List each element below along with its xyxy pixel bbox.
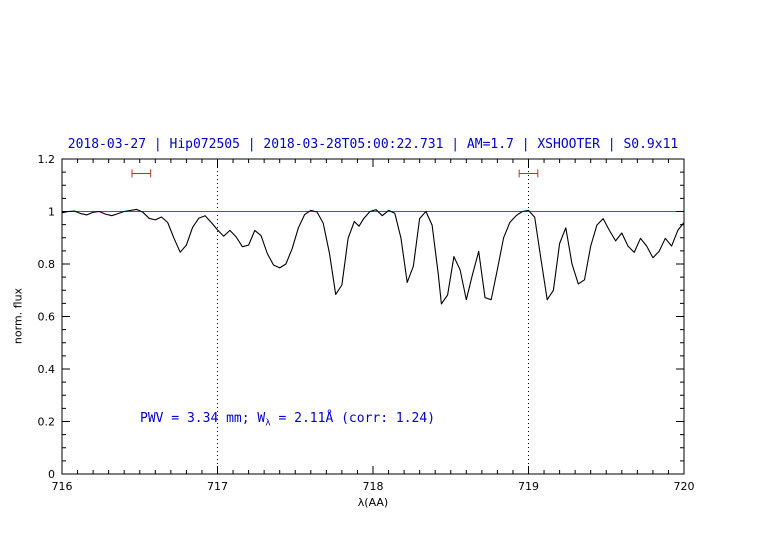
y-tick-label: 0.6 [38, 311, 56, 324]
x-tick-label: 718 [363, 480, 384, 493]
y-tick-label: 0 [48, 468, 55, 481]
x-tick-label: 717 [207, 480, 228, 493]
x-tick-label: 720 [674, 480, 695, 493]
plot-title: 2018-03-27 | Hip072505 | 2018-03-28T05:0… [67, 137, 679, 152]
x-tick-label: 719 [518, 480, 539, 493]
axis-tick-labels: 716 717 718 719 720 0 0.2 0.4 0.6 0.8 1 1.2 [38, 153, 695, 493]
pwv-annotation-subscript: λ [265, 418, 271, 429]
spectrum-curve [61, 208, 685, 305]
pwv-annotation-prefix: PWV = 3.34 mm; W [140, 411, 266, 426]
y-tick-label: 0.8 [38, 258, 56, 271]
y-tick-label: 0.2 [38, 416, 56, 429]
x-axis-label: λ(AA) [357, 496, 389, 509]
range-markers [131, 169, 539, 178]
y-axis-label: norm. flux [11, 287, 25, 345]
axis-ticks [61, 158, 685, 475]
pwv-annotation-suffix: = 2.11Å (corr: 1.24) [270, 411, 436, 426]
y-tick-label: 1.2 [38, 153, 56, 166]
x-tick-label: 716 [52, 480, 73, 493]
pwv-annotation: PWV = 3.34 mm; Wλ = 2.11Å (corr: 1.24) [140, 411, 435, 429]
y-tick-label: 0.4 [38, 363, 56, 376]
y-tick-label: 1 [48, 206, 55, 219]
